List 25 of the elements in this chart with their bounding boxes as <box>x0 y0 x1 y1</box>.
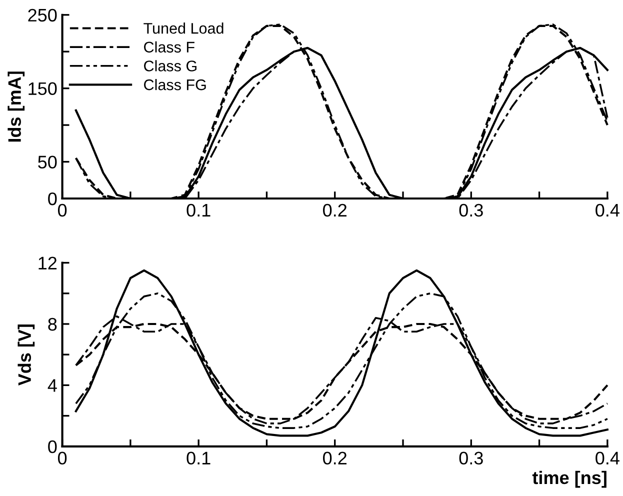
x-tick-label: 0.1 <box>186 204 210 217</box>
x-tick-label: 0 <box>58 452 67 465</box>
legend-label: Class F <box>144 41 194 53</box>
x-tick-label: 0.1 <box>186 452 210 465</box>
y-tick-label: 250 <box>28 8 57 22</box>
y-tick-label: 0 <box>48 192 57 206</box>
x-tick-label: 0.4 <box>596 452 620 465</box>
x-tick-label: 0.2 <box>323 204 347 217</box>
y-axis-title: Vds [V] <box>18 324 35 386</box>
y-tick-label: 50 <box>38 156 57 168</box>
y-axis-title: Ids [mA] <box>8 72 25 142</box>
x-axis-title: time [ns] <box>532 470 606 488</box>
x-tick-label: 0 <box>58 204 67 217</box>
legend-label: Class G <box>144 60 196 72</box>
x-tick-label: 0.3 <box>459 452 483 465</box>
y-tick-label: 4 <box>48 379 57 392</box>
legend-label: Tuned Load <box>144 22 224 34</box>
x-tick-label: 0.3 <box>459 204 483 217</box>
x-tick-label: 0.2 <box>323 452 347 465</box>
x-tick-label: 0.4 <box>596 204 620 217</box>
y-tick-label: 12 <box>38 256 57 270</box>
y-tick-label: 150 <box>28 82 57 96</box>
y-tick-label: 0 <box>48 440 57 454</box>
y-tick-label: 8 <box>48 318 57 331</box>
legend-label: Class FG <box>144 78 206 90</box>
